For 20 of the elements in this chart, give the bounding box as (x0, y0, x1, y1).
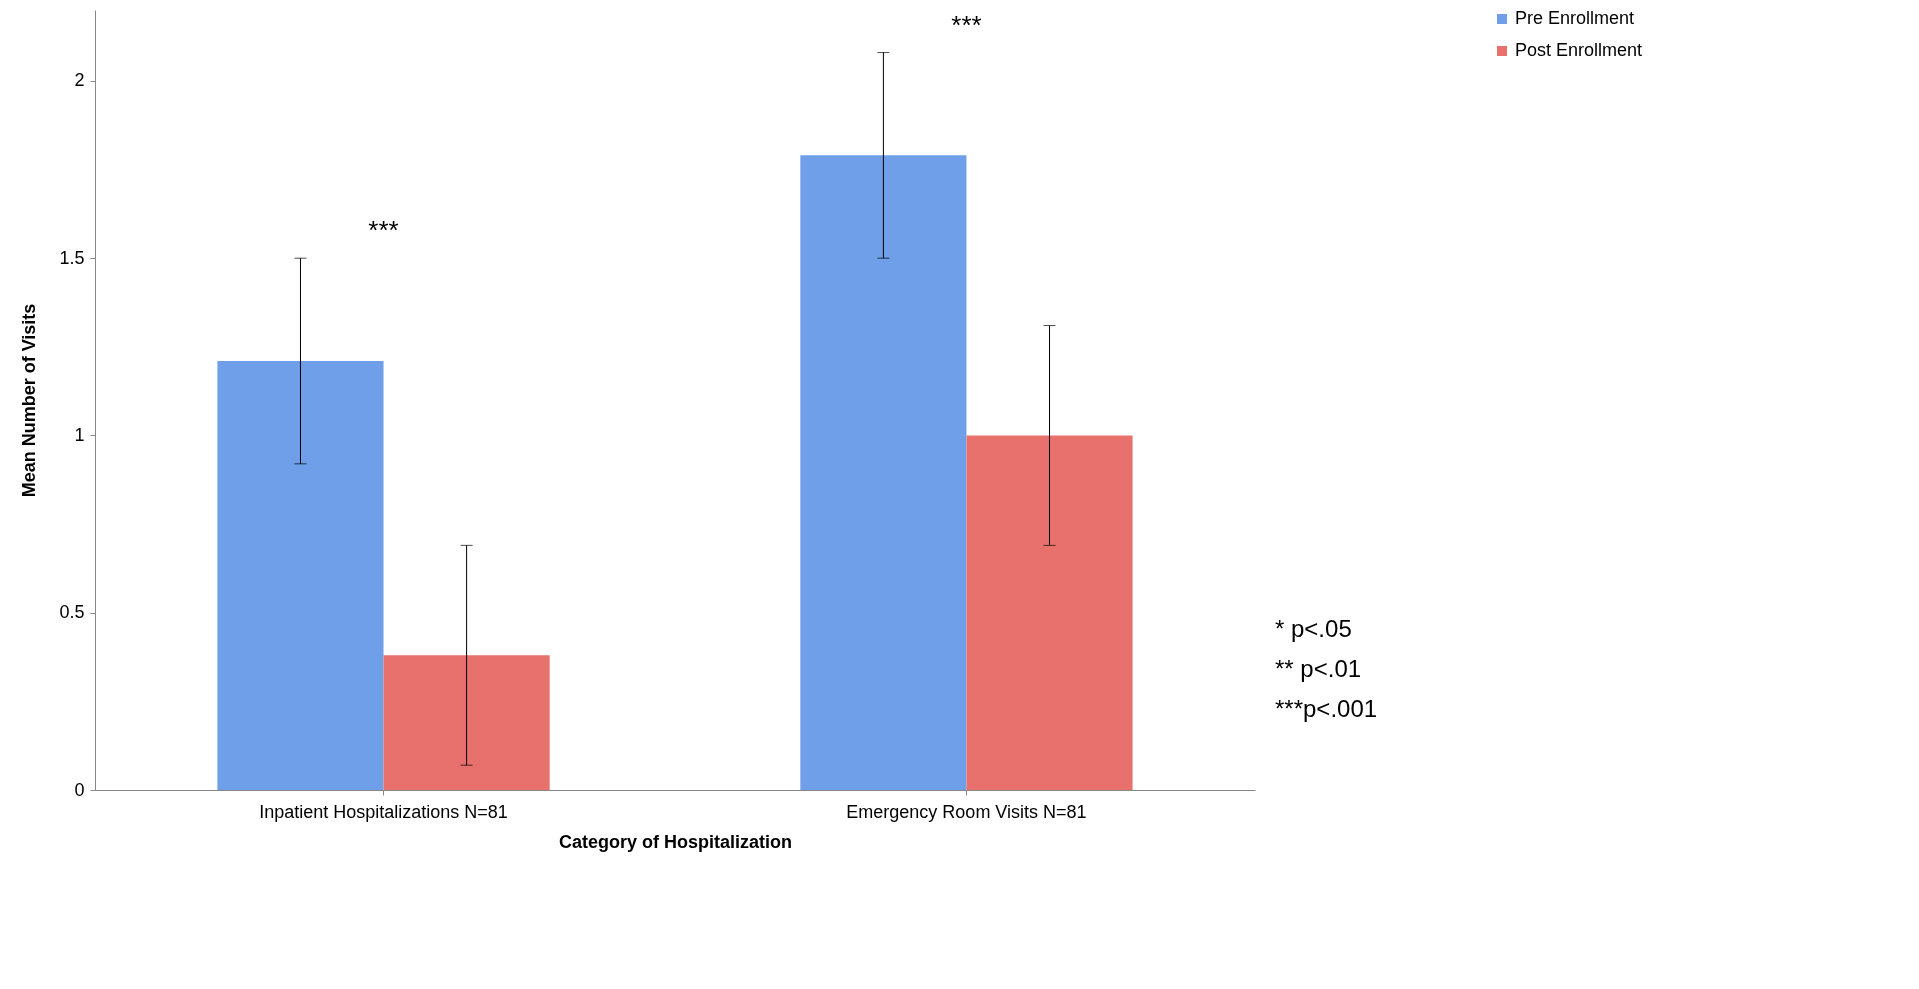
text: ** p<.01 (1275, 655, 1362, 682)
x-tick-label: Inpatient Hospitalizations N=81 (259, 801, 508, 822)
y-tick-label: 1 (74, 424, 85, 445)
bar (217, 361, 384, 790)
bar (800, 155, 967, 790)
y-tick-label: 0.5 (59, 602, 85, 623)
y-tick-label: 2 (74, 70, 85, 91)
legend-label: Pre Enrollment (1515, 8, 1635, 28)
legend-label: Post Enrollment (1515, 40, 1643, 60)
bar (383, 655, 550, 790)
x-tick-label: Emergency Room Visits N=81 (846, 801, 1087, 822)
y-tick-label: 1.5 (59, 247, 85, 268)
x-axis-title: Category of Hospitalization (558, 831, 793, 852)
text: * p<.05 (1275, 615, 1352, 642)
annotation: *** (951, 9, 982, 40)
bar (966, 435, 1133, 790)
y-axis-title: Mean Number of Visits (19, 303, 40, 498)
y-tick-label: 0 (74, 779, 85, 800)
annotation: *** (368, 215, 399, 246)
text: ***p<.001 (1275, 695, 1378, 722)
